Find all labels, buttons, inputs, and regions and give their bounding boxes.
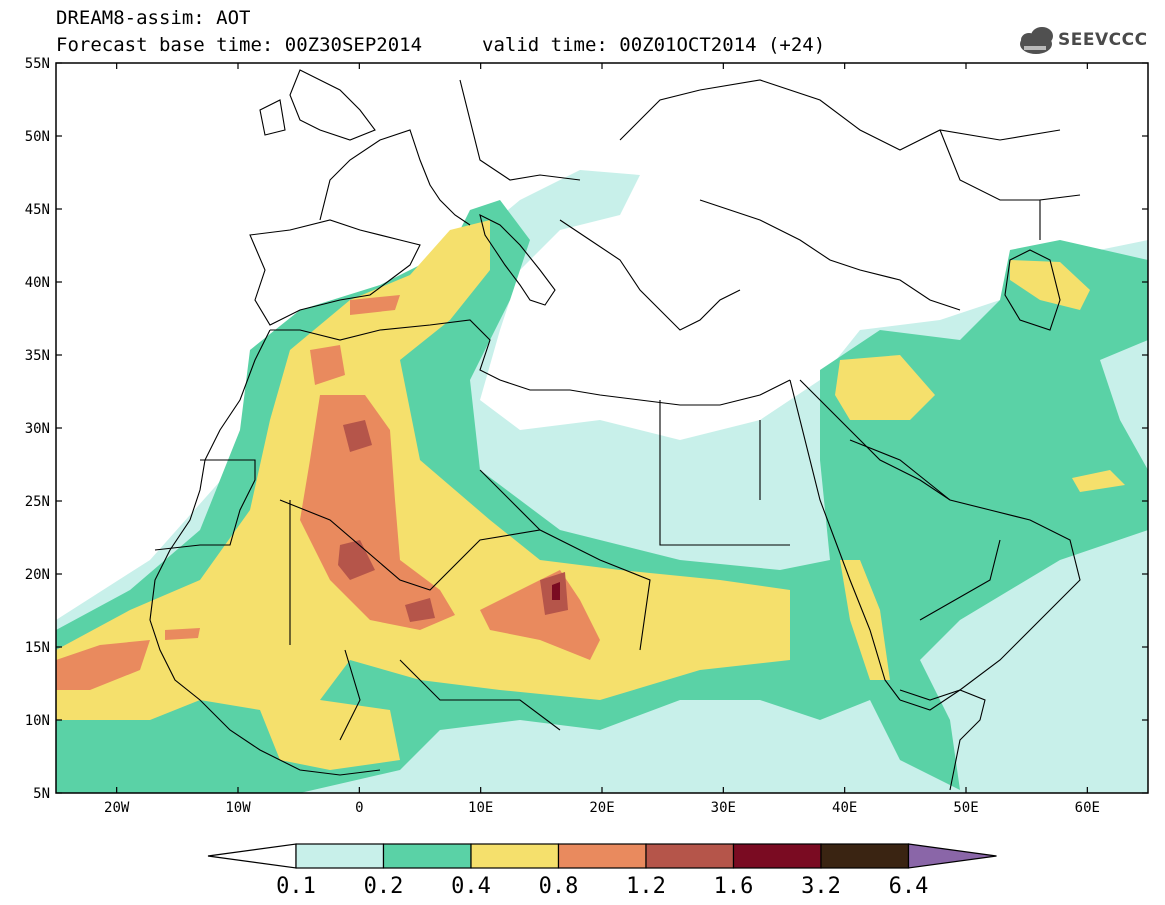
lat-label: 15N bbox=[25, 640, 50, 656]
colorbar-label: 0.8 bbox=[539, 874, 579, 899]
lon-label: 0 bbox=[355, 800, 363, 816]
coastlines bbox=[149, 69, 1081, 791]
aot-field bbox=[56, 69, 1148, 793]
lon-label: 10E bbox=[468, 800, 493, 816]
colorbar-label: 3.2 bbox=[801, 874, 841, 899]
colorbar-bin bbox=[557, 843, 647, 869]
colorbar-bin bbox=[470, 843, 560, 869]
cloud-icon bbox=[1020, 27, 1053, 54]
lat-label: 35N bbox=[25, 348, 50, 364]
colorbar-bin bbox=[645, 843, 735, 869]
lat-label: 20N bbox=[25, 567, 50, 583]
colorbar-label: 1.6 bbox=[714, 874, 754, 899]
valid-time: valid time: 00Z01OCT2014 (+24) bbox=[482, 34, 826, 56]
colorbar-bin bbox=[295, 843, 385, 869]
latitude-axis: 55N 50N 45N 40N 35N 30N 25N 20N 15N 10N 5N bbox=[25, 56, 1148, 802]
lon-label: 10W bbox=[225, 800, 251, 816]
lon-label: 30E bbox=[711, 800, 736, 816]
lon-label: 60E bbox=[1075, 800, 1100, 816]
colorbar-bin bbox=[820, 843, 910, 869]
colorbar: 0.1 0.2 0.4 0.8 1.2 1.6 3.2 6.4 bbox=[207, 843, 997, 899]
colorbar-low-arrow bbox=[207, 843, 297, 869]
colorbar-high-arrow bbox=[907, 843, 997, 869]
colorbar-label: 0.4 bbox=[451, 874, 491, 899]
lat-label: 55N bbox=[25, 56, 50, 72]
lat-label: 45N bbox=[25, 202, 50, 218]
logo-text: SEEVCCC bbox=[1058, 30, 1148, 50]
lat-label: 40N bbox=[25, 275, 50, 291]
lat-label: 25N bbox=[25, 494, 50, 510]
colorbar-label: 0.1 bbox=[276, 874, 316, 899]
lat-label: 5N bbox=[33, 786, 50, 802]
longitude-axis: 20W 10W 0 10E 20E 30E 40E 50E 60E bbox=[104, 63, 1100, 816]
lon-label: 50E bbox=[953, 800, 978, 816]
forecast-base-time: Forecast base time: 00Z30SEP2014 bbox=[56, 34, 423, 56]
colorbar-label: 0.2 bbox=[364, 874, 404, 899]
colorbar-bin bbox=[382, 843, 472, 869]
lat-label: 30N bbox=[25, 421, 50, 437]
lon-label: 20E bbox=[589, 800, 614, 816]
colorbar-label: 6.4 bbox=[889, 874, 929, 899]
colorbar-bin bbox=[732, 843, 822, 869]
lon-label: 20W bbox=[104, 800, 130, 816]
colorbar-label: 1.2 bbox=[626, 874, 666, 899]
lon-label: 40E bbox=[832, 800, 857, 816]
lat-label: 10N bbox=[25, 713, 50, 729]
lat-label: 50N bbox=[25, 129, 50, 145]
map-title: DREAM8-assim: AOT bbox=[56, 7, 251, 29]
